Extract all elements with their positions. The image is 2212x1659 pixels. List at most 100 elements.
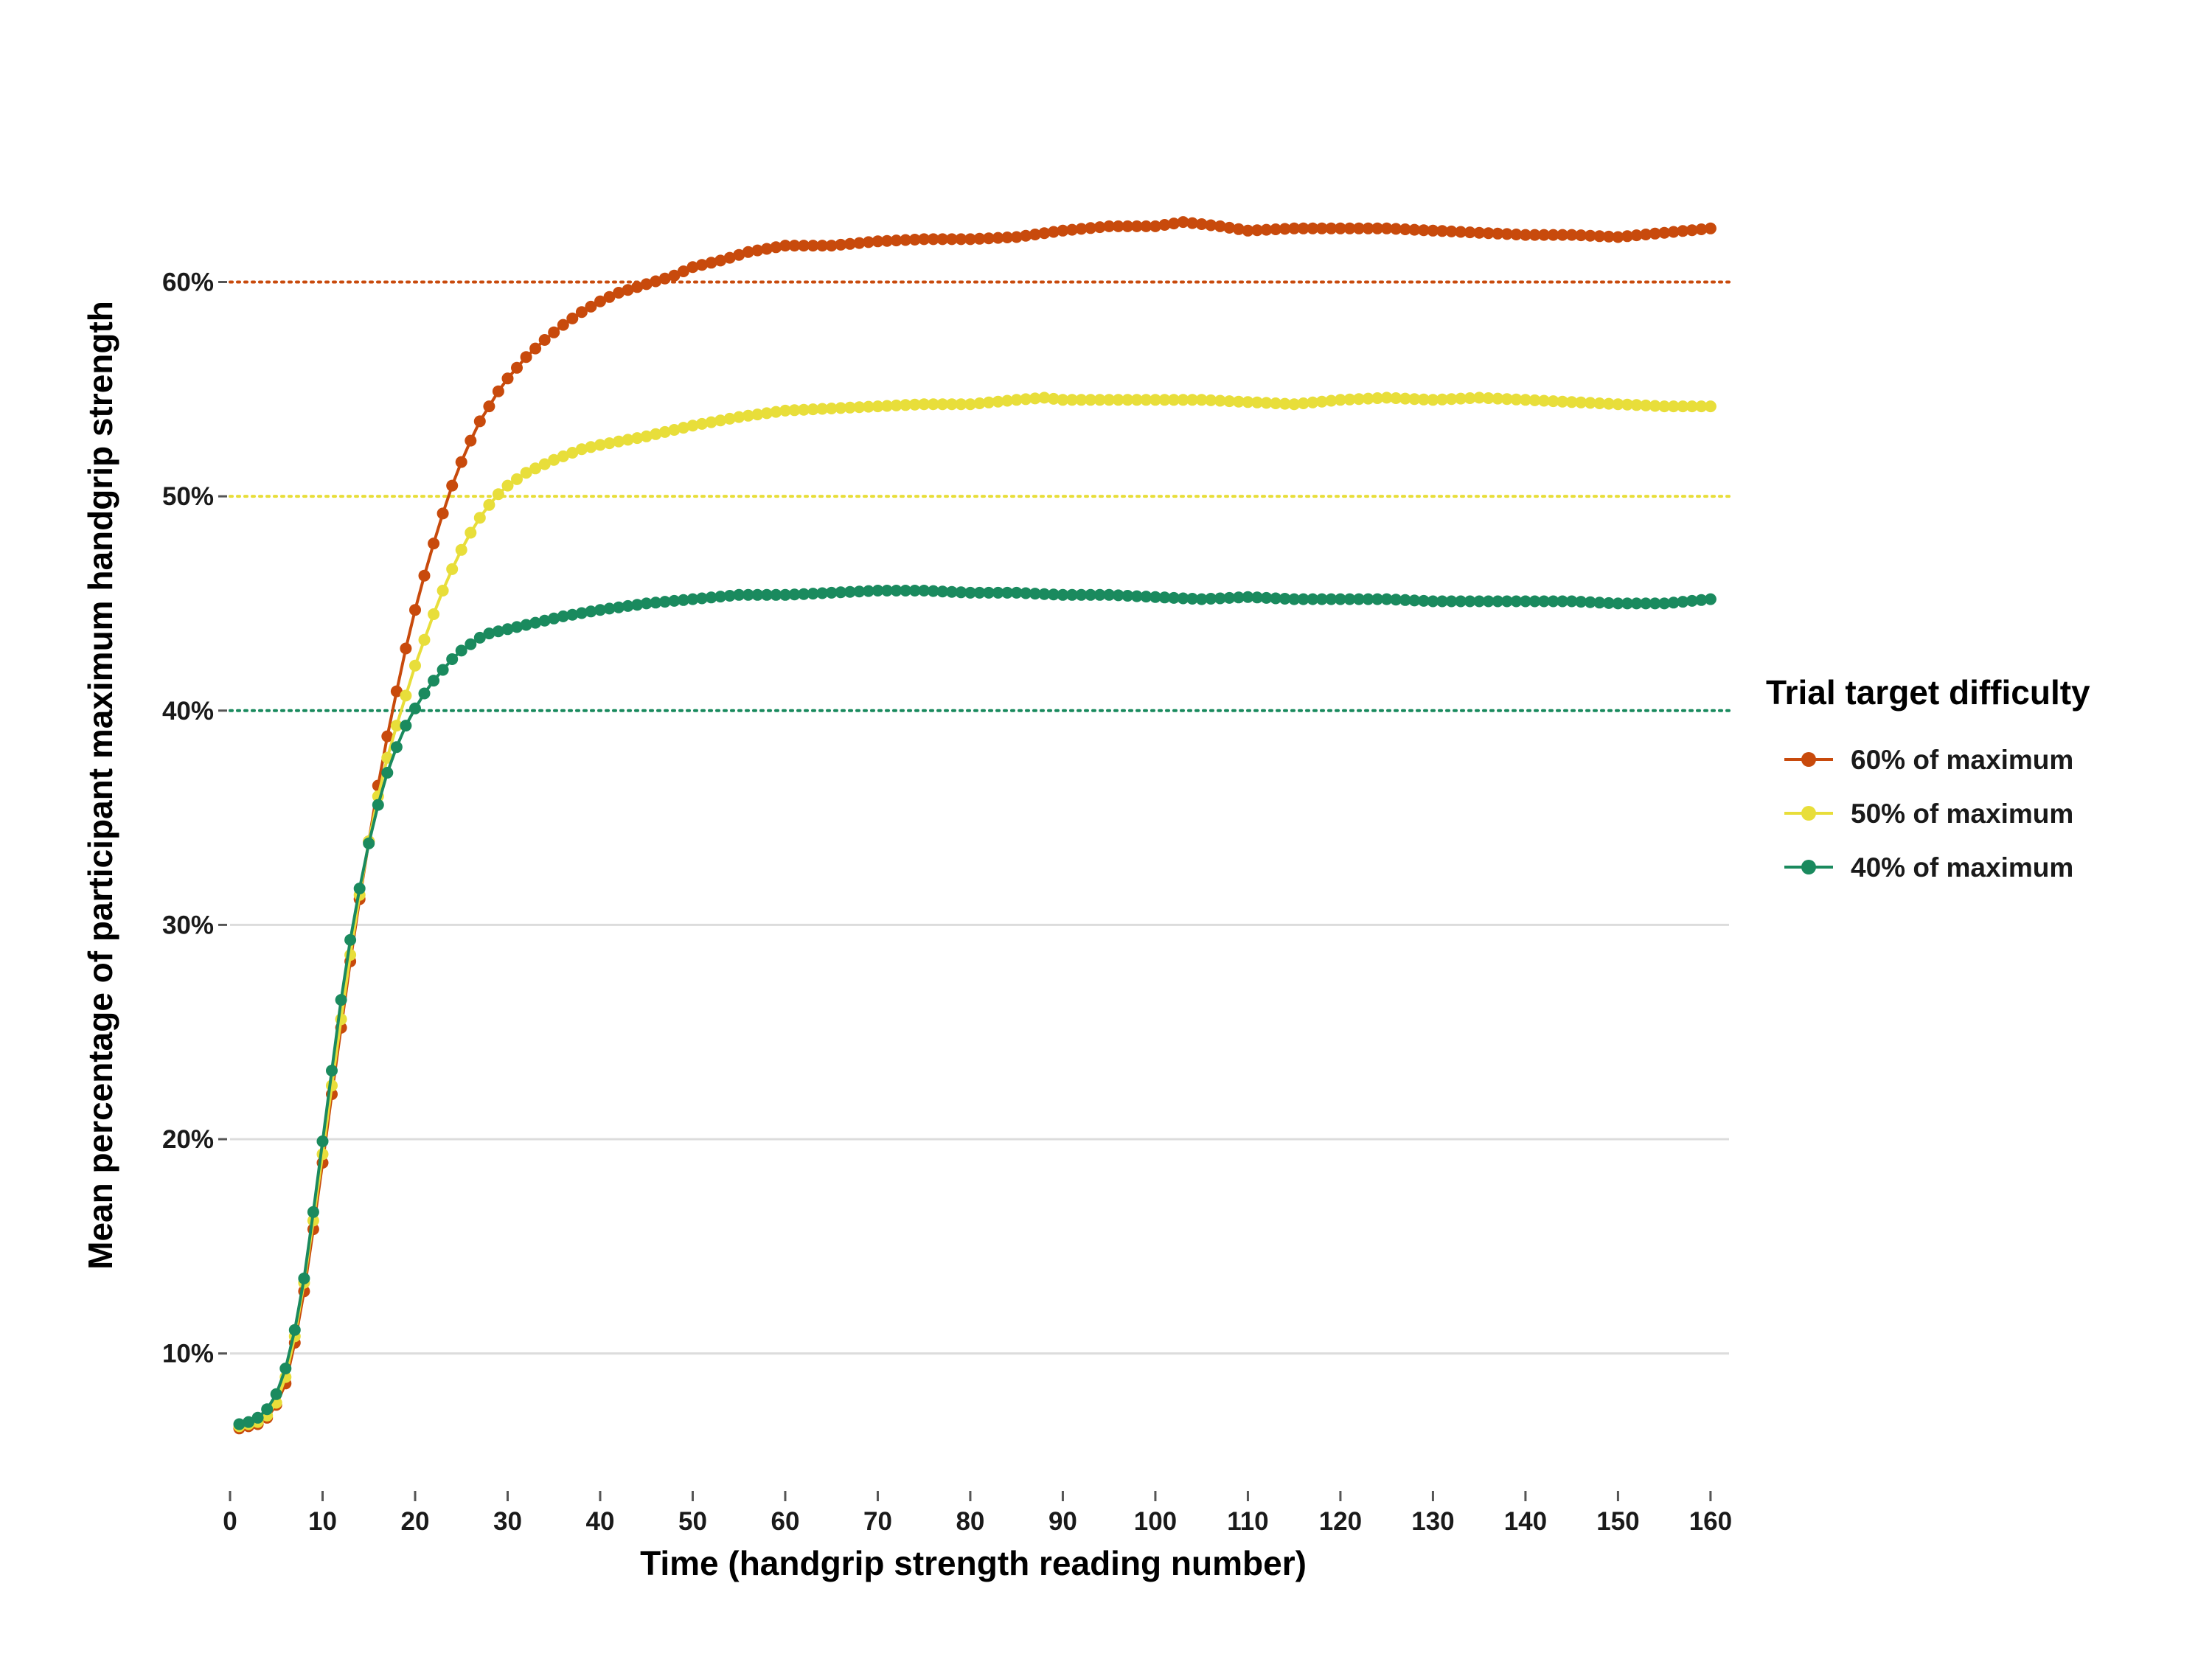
data-point — [1640, 597, 1652, 610]
data-point — [1214, 592, 1226, 605]
data-point — [677, 594, 689, 606]
data-point — [1232, 223, 1245, 235]
x-tick-label-70: 70 — [863, 1507, 892, 1536]
data-point — [927, 233, 939, 246]
data-point — [1612, 398, 1624, 411]
data-point — [1455, 226, 1467, 238]
data-point — [585, 300, 597, 313]
data-point — [945, 585, 958, 598]
data-point — [418, 687, 431, 700]
data-point — [992, 395, 1004, 408]
data-point — [1195, 218, 1208, 230]
data-point — [1223, 221, 1236, 234]
data-point — [973, 586, 986, 599]
data-point — [1168, 591, 1180, 604]
data-point — [1279, 397, 1291, 410]
data-point — [1584, 229, 1596, 242]
data-point — [1353, 593, 1365, 605]
data-point — [1667, 226, 1680, 238]
data-point — [1093, 221, 1106, 234]
legend-key-marker — [1801, 806, 1816, 821]
data-point — [483, 627, 495, 640]
data-point — [890, 234, 902, 247]
data-point — [548, 326, 560, 338]
data-point — [677, 422, 689, 434]
data-point — [446, 563, 459, 575]
data-point — [446, 479, 459, 492]
data-point — [751, 244, 764, 257]
data-point — [788, 588, 801, 601]
data-point — [428, 538, 440, 550]
y-tick-label-40: 40% — [162, 697, 214, 726]
data-point — [835, 586, 847, 599]
data-point — [1658, 226, 1671, 239]
data-point — [529, 616, 542, 629]
legend-label: 40% of maximum — [1851, 852, 2073, 883]
data-point — [1565, 229, 1578, 241]
data-point — [1640, 229, 1652, 240]
data-point — [1362, 593, 1374, 605]
data-point — [1001, 586, 1014, 599]
data-point — [1047, 226, 1060, 238]
data-point — [1307, 396, 1319, 408]
data-point — [1362, 392, 1374, 405]
data-point — [1640, 399, 1652, 411]
data-point — [1093, 588, 1106, 601]
series-50-of-maximum — [233, 392, 1717, 1433]
x-tick-label-80: 80 — [956, 1507, 984, 1536]
data-point — [1547, 229, 1559, 241]
data-point — [1473, 595, 1486, 608]
data-point — [955, 398, 967, 411]
data-point — [1658, 400, 1671, 413]
data-point — [594, 295, 606, 307]
data-point — [1630, 399, 1643, 411]
data-point — [1649, 597, 1661, 610]
data-point — [1436, 595, 1448, 608]
data-point — [1112, 220, 1124, 232]
data-point — [1288, 222, 1301, 234]
data-point — [696, 259, 708, 271]
data-point — [872, 585, 884, 597]
data-point — [1158, 219, 1171, 231]
data-point — [658, 596, 671, 608]
data-point — [1500, 228, 1513, 240]
data-point — [1047, 392, 1060, 405]
data-point — [1492, 227, 1504, 240]
data-point — [696, 592, 708, 605]
data-point — [733, 411, 745, 423]
data-point — [473, 512, 486, 524]
data-point — [1584, 596, 1596, 608]
data-point — [1612, 231, 1624, 243]
data-point — [483, 400, 495, 413]
data-point — [557, 610, 569, 622]
data-point — [501, 479, 514, 492]
data-point — [751, 408, 764, 421]
data-point — [501, 623, 514, 636]
data-point — [492, 488, 504, 501]
data-point — [1528, 229, 1541, 241]
data-point — [1371, 392, 1384, 404]
data-point — [1121, 590, 1134, 602]
x-tick-label-120: 120 — [1319, 1507, 1362, 1536]
data-point — [1575, 596, 1587, 608]
data-point — [973, 397, 986, 409]
data-point — [511, 361, 523, 374]
data-point — [1612, 597, 1624, 610]
data-point — [881, 400, 893, 412]
data-point — [465, 434, 477, 447]
data-point — [557, 319, 569, 331]
data-point — [1177, 216, 1189, 229]
data-point — [825, 240, 838, 252]
data-point — [1343, 222, 1356, 234]
data-point — [862, 585, 874, 597]
data-point — [1390, 223, 1402, 235]
data-point — [908, 585, 921, 597]
data-point — [529, 462, 542, 475]
data-point — [1223, 395, 1236, 408]
data-point — [557, 450, 569, 462]
data-point — [816, 403, 829, 415]
data-point — [1649, 400, 1661, 412]
data-point — [1445, 393, 1458, 406]
data-point — [1621, 230, 1633, 243]
data-point — [1417, 393, 1430, 406]
